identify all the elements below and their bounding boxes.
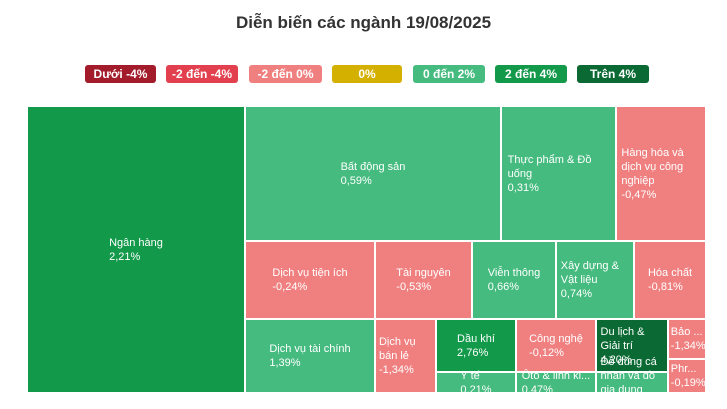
tile-label: Hàng hóa và dịch vụ công nghiệp -0,47% xyxy=(621,146,700,202)
tile-value: 0,74% xyxy=(560,288,592,300)
legend-item: 0% xyxy=(332,65,402,83)
tile-name: Thực phẩm & Đồ uống xyxy=(507,153,592,180)
tile-value: 0,59% xyxy=(340,174,372,187)
tile: Du lịch & Giải trí 4,20% xyxy=(596,319,668,372)
tile: Hàng hóa và dịch vụ công nghiệp -0,47% xyxy=(616,106,706,241)
tile-value: -1,34% xyxy=(378,364,414,376)
tile: Phr... -0,19% xyxy=(668,359,706,393)
tile-label: Ngân hàng 2,21% xyxy=(109,236,163,264)
tile: Dịch vụ bán lẻ -1,34% xyxy=(375,319,436,393)
tile-value: -0,53% xyxy=(396,281,432,293)
tile-name: Đồ dùng cá nhân và đồ gia dụng xyxy=(600,355,657,396)
tile-label: Thực phẩm & Đồ uống 0,31% xyxy=(508,153,610,195)
tile-value: 1,39% xyxy=(269,357,301,369)
legend-item: Dưới -4% xyxy=(85,65,156,83)
tile-name: Dịch vụ tiện ích xyxy=(272,267,348,279)
tile-label: Dịch vụ tiện ích -0,24% xyxy=(272,266,347,294)
tile-name: Dịch vụ bán lẻ xyxy=(378,336,416,362)
tile-value: 0,31% xyxy=(507,181,539,194)
tile-name: Hóa chất xyxy=(647,267,693,279)
legend-item: Trên 4% xyxy=(577,65,649,83)
tile-name: Bất động sản xyxy=(340,160,406,173)
tile-name: Phr... xyxy=(670,363,697,375)
tile-name: Công nghệ xyxy=(529,332,583,345)
tile-label: Dịch vụ bán lẻ -1,34% xyxy=(379,335,432,377)
tile-value: 0,14% xyxy=(600,397,632,409)
tile-value: 2,76% xyxy=(457,346,489,359)
tile: Bất động sản 0,59% xyxy=(245,106,501,241)
legend-item: 2 đến 4% xyxy=(495,65,567,83)
tile-name: Dầu khí xyxy=(457,332,495,345)
tile-name: Y tế xyxy=(460,369,480,382)
tile-value: 0,47% xyxy=(521,383,553,396)
tile-name: Viễn thông xyxy=(487,267,541,279)
tile-label: Du lịch & Giải trí 4,20% xyxy=(601,325,664,367)
tile-value: 0,21% xyxy=(460,383,492,396)
tile: Thực phẩm & Đồ uống 0,31% xyxy=(501,106,616,241)
tile-label: Viễn thông 0,66% xyxy=(488,266,540,294)
tile-name: Ôtô & linh ki... xyxy=(521,369,591,382)
legend-item: -2 đến 0% xyxy=(249,65,322,83)
chart-title: Diễn biến các ngành 19/08/2025 xyxy=(235,13,492,32)
tile-name: Du lịch & Giải trí xyxy=(600,325,645,352)
tile-label: Phr... -0,19% xyxy=(670,362,706,390)
tile: Hóa chất -0,81% xyxy=(634,241,706,319)
tile-label: Dịch vụ tài chính 1,39% xyxy=(269,342,350,370)
legend-item: -2 đến -4% xyxy=(166,65,238,83)
tile: Xây dựng & Vật liệu 0,74% xyxy=(556,241,634,319)
tile-label: Dầu khí 2,76% xyxy=(457,332,495,360)
tile-value: -0,12% xyxy=(529,346,564,359)
tile-value: -0,81% xyxy=(647,281,683,293)
tile-label: Đồ dùng cá nhân và đồ gia dụng 0,14% xyxy=(601,355,664,409)
tile-value: 0,66% xyxy=(487,281,519,293)
tile-label: Ôtô & linh ki... 0,47% xyxy=(522,369,590,397)
tile: Công nghệ -0,12% xyxy=(516,319,596,372)
tile-value: 4,20% xyxy=(600,353,632,366)
tile: Dịch vụ tiện ích -0,24% xyxy=(245,241,375,319)
tile: Ngân hàng 2,21% xyxy=(27,106,245,393)
tile: Dịch vụ tài chính 1,39% xyxy=(245,319,375,393)
tile-name: Ngân hàng xyxy=(109,236,163,249)
tile-label: Bất động sản 0,59% xyxy=(341,160,406,188)
tile-value: -1,34% xyxy=(670,340,706,352)
tile: Dầu khí 2,76% xyxy=(436,319,516,372)
tile: Đồ dùng cá nhân và đồ gia dụng 0,14% xyxy=(596,356,668,409)
tile-label: Tài nguyên -0,53% xyxy=(396,266,450,294)
tile: Viễn thông 0,66% xyxy=(472,241,556,319)
tile-label: Công nghệ -0,12% xyxy=(529,332,583,360)
tile-label: Bảo ... -1,34% xyxy=(670,325,706,353)
tile: Bảo ... -1,34% xyxy=(668,319,706,359)
tile-name: Bảo ... xyxy=(670,326,703,338)
tile-name: Xây dựng & Vật liệu xyxy=(560,260,619,286)
tile-name: Tài nguyên xyxy=(396,267,451,279)
legend-item: 0 đến 2% xyxy=(413,65,485,83)
tile-label: Y tế 0,21% xyxy=(460,369,491,397)
tile-value: -0,24% xyxy=(272,281,308,293)
tile-label: Hóa chất -0,81% xyxy=(648,266,692,294)
tile-value: -0,47% xyxy=(621,188,657,201)
tile-name: Hàng hóa và dịch vụ công nghiệp xyxy=(621,146,684,187)
tile-name: Dịch vụ tài chính xyxy=(269,343,351,355)
tile-value: 2,21% xyxy=(109,250,141,263)
tile: Ôtô & linh ki... 0,47% xyxy=(516,370,596,396)
tile: Tài nguyên -0,53% xyxy=(375,241,472,319)
tile-label: Xây dựng & Vật liệu 0,74% xyxy=(561,259,629,301)
tile: Y tế 0,21% xyxy=(436,370,516,396)
tile-value: -0,19% xyxy=(670,377,706,389)
